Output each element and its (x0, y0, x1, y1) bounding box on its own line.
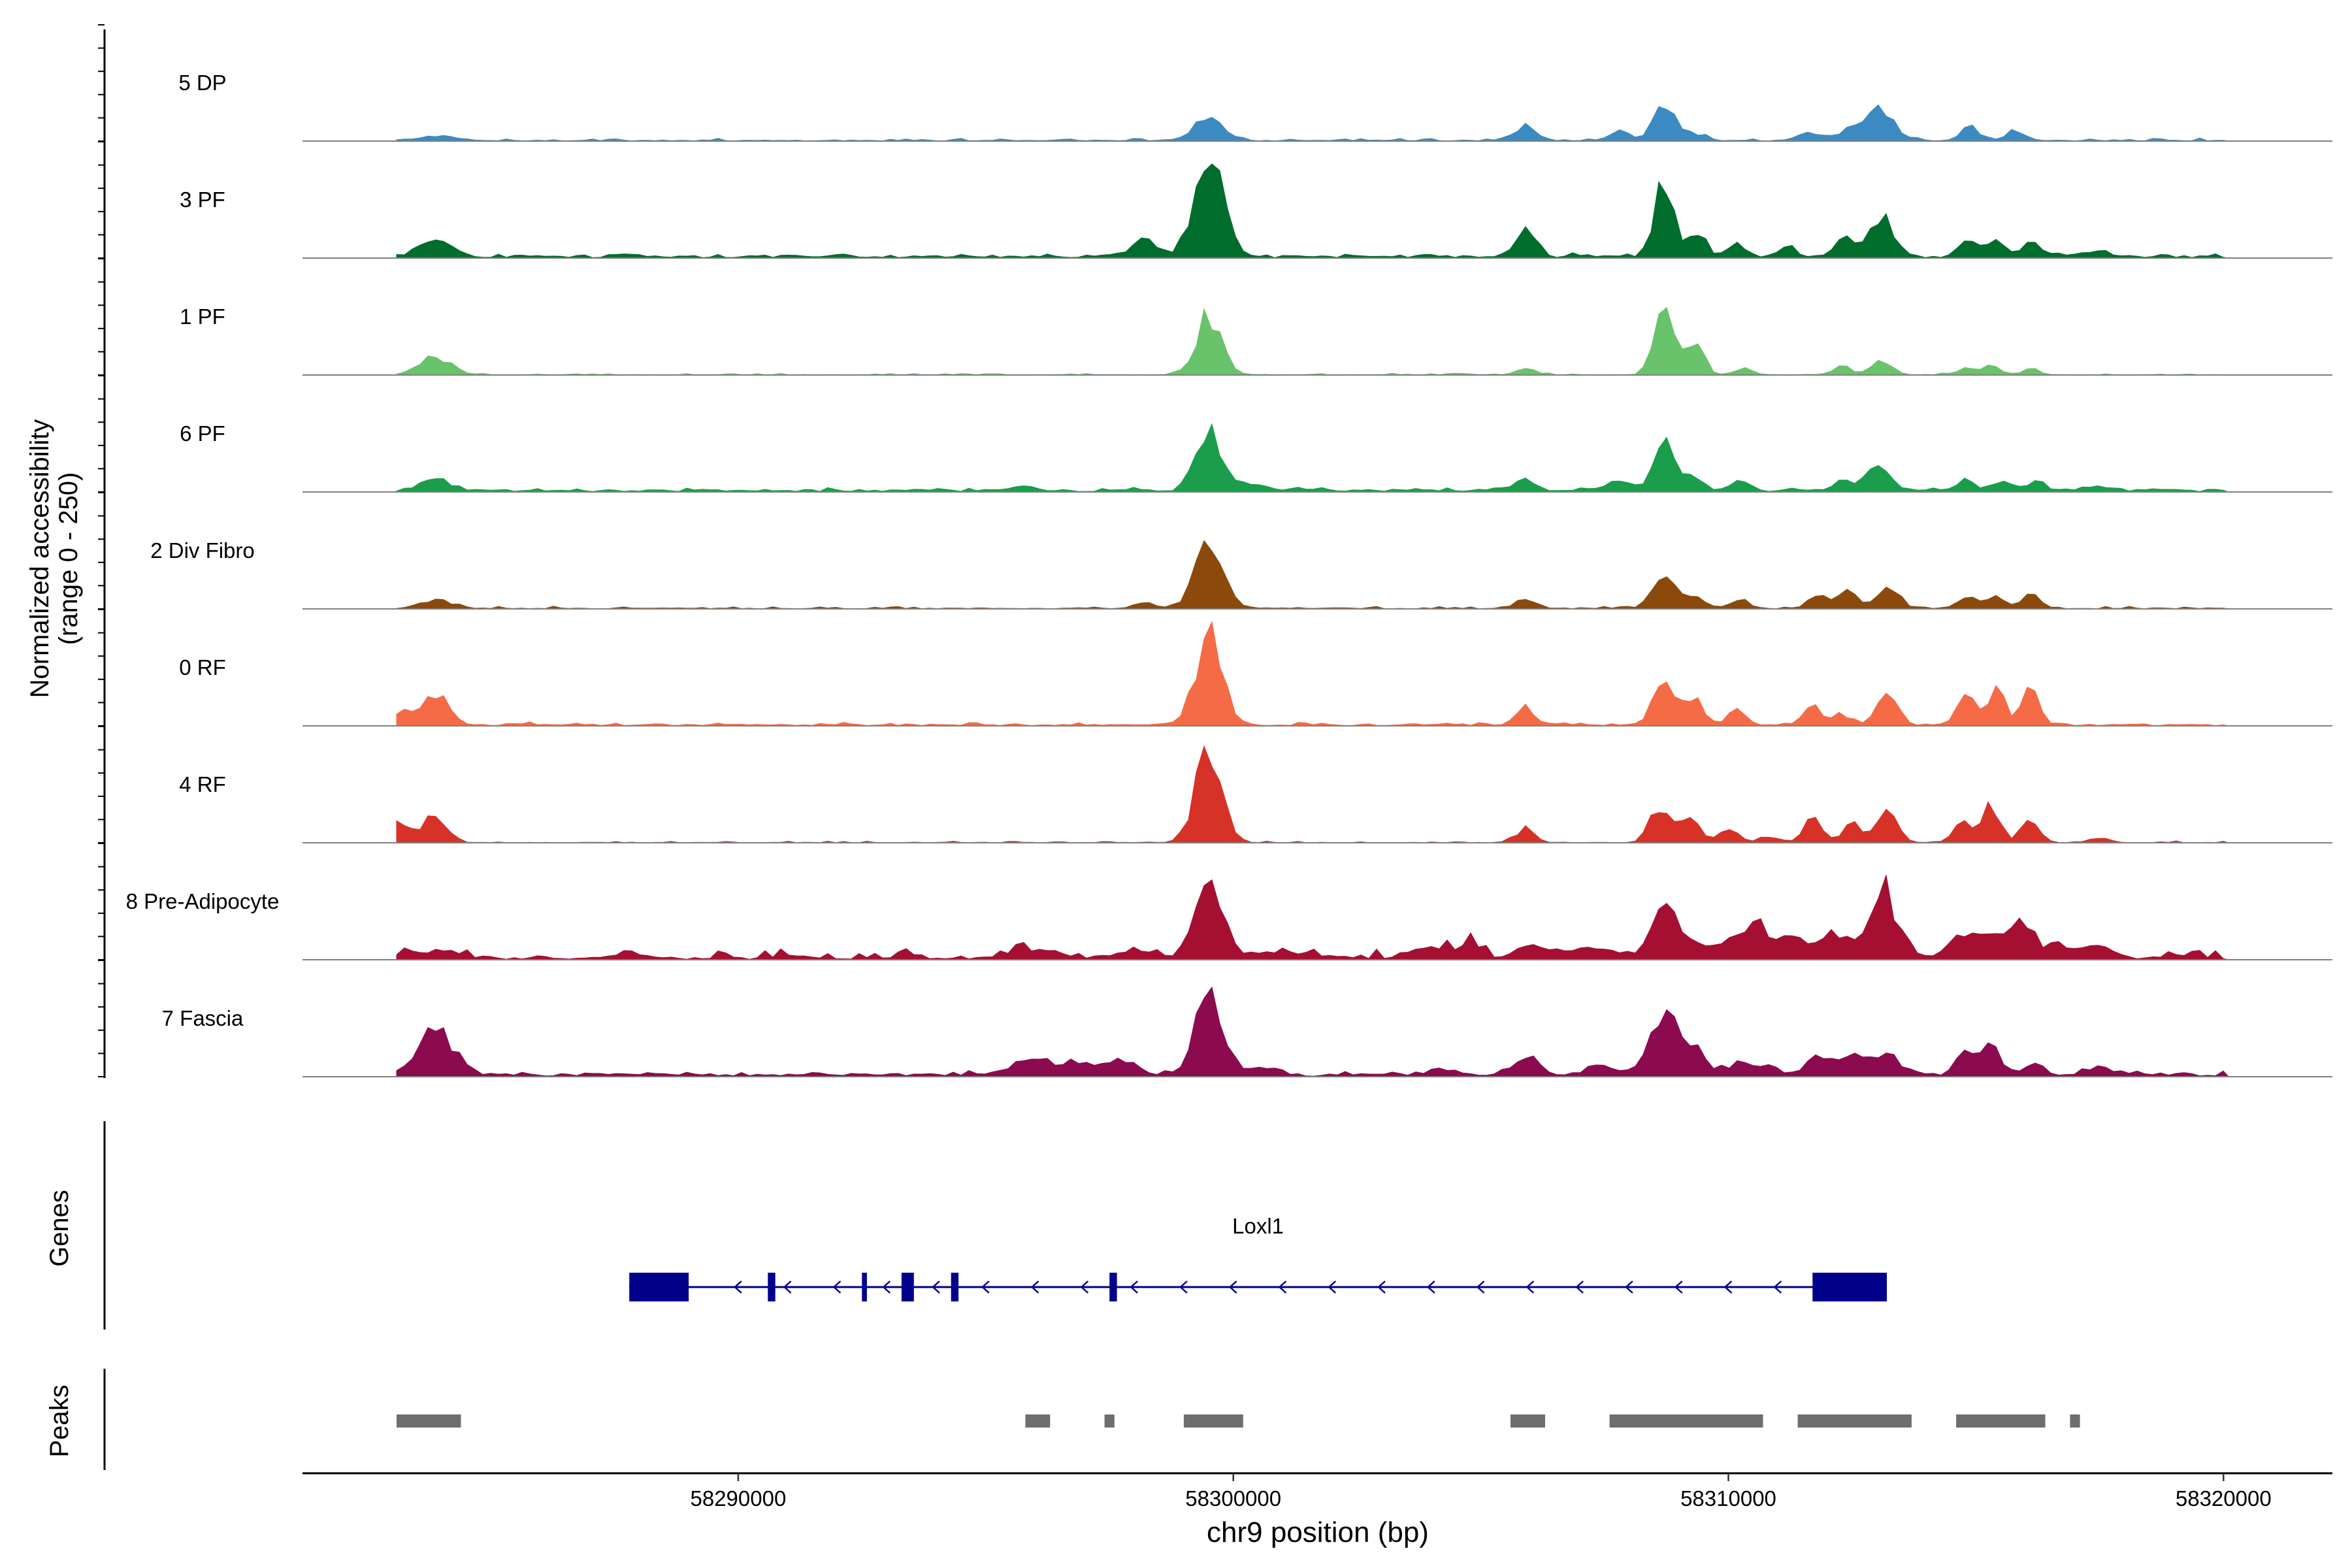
strand-chevron (832, 1281, 841, 1294)
genes-panel-label: Genes (45, 1190, 74, 1267)
track-label: 2 Div Fibro (150, 538, 255, 563)
peaks-panel-label: Peaks (45, 1384, 74, 1457)
track-label: 1 PF (180, 304, 225, 329)
gene-exon-utr (629, 1273, 689, 1301)
gene-exon (901, 1273, 914, 1301)
coverage-area (396, 875, 2229, 960)
strand-chevron (1130, 1281, 1138, 1294)
strand-chevron (1625, 1281, 1633, 1294)
gene-exon (1109, 1273, 1117, 1301)
track-label: 4 RF (179, 772, 226, 796)
strand-chevron (734, 1281, 742, 1294)
gene-exon-utr (1812, 1273, 1887, 1301)
x-axis-title: chr9 position (bp) (1207, 1516, 1429, 1548)
peak-region (1956, 1414, 2046, 1428)
peak-region (1797, 1414, 1912, 1428)
x-tick-label: 58320000 (2176, 1486, 2272, 1511)
peak-region (2070, 1414, 2080, 1428)
track-5-dp: 5 DP (178, 71, 2332, 142)
track-0-rf: 0 RF (179, 621, 2332, 727)
strand-chevron (1426, 1281, 1435, 1294)
peak-region (1025, 1414, 1051, 1428)
track-2-div-fibro: 2 Div Fibro (150, 538, 2332, 610)
peak-region (1511, 1414, 1545, 1428)
left-axis-group (98, 24, 106, 1078)
track-3-pf: 3 PF (180, 163, 2332, 259)
coverage-area (396, 163, 2229, 259)
track-label: 5 DP (178, 71, 226, 95)
strand-chevron (1278, 1281, 1287, 1294)
peak-region (1183, 1414, 1243, 1428)
strand-chevron (1328, 1281, 1337, 1294)
peak-region (397, 1414, 461, 1428)
coverage-area (396, 745, 2229, 843)
track-1-pf: 1 PF (180, 304, 2332, 376)
strand-chevron (1773, 1281, 1782, 1294)
y-axis-title-line2: (range 0 - 250) (54, 472, 83, 645)
coverage-tracks: 5 DP 3 PF 1 PF 6 PF 2 Div Fibro 0 RF 4 RF 8 Pre… (126, 71, 2332, 1077)
track-label: 0 RF (179, 655, 226, 679)
track-8-pre-adipocyte: 8 Pre-Adipocyte (126, 875, 2332, 960)
y-axis-title-line1: Normalized accessibility (25, 419, 54, 698)
peaks-track (103, 1369, 2080, 1470)
track-label: 3 PF (180, 188, 225, 212)
strand-chevron (783, 1281, 792, 1294)
coverage-area (396, 986, 2230, 1077)
strand-chevron (1723, 1281, 1733, 1294)
strand-chevron (1179, 1281, 1188, 1294)
track-label: 7 Fascia (162, 1006, 244, 1030)
coverage-area (396, 540, 2229, 610)
gene-exon (951, 1273, 959, 1301)
track-label: 6 PF (180, 421, 225, 446)
peak-region (1104, 1414, 1115, 1428)
x-tick-label: 58300000 (1185, 1486, 1281, 1511)
coverage-area (396, 306, 2229, 376)
strand-chevron (1526, 1281, 1535, 1294)
coverage-area (396, 423, 2229, 493)
track-4-rf: 4 RF (179, 745, 2332, 843)
gene-exon (862, 1273, 867, 1301)
gene-name-label: Loxl1 (1232, 1214, 1284, 1238)
strand-chevron (1080, 1281, 1089, 1294)
track-label: 8 Pre-Adipocyte (126, 889, 280, 913)
gene-annotation-track: Loxl1 (103, 1121, 1887, 1330)
coverage-area (396, 621, 2229, 727)
strand-chevron (1476, 1281, 1485, 1294)
x-tick-label: 58290000 (690, 1486, 786, 1511)
strand-chevron (1228, 1281, 1237, 1294)
peak-region (1609, 1414, 1763, 1428)
track-7-fascia: 7 Fascia (162, 986, 2332, 1077)
strand-chevron (1674, 1281, 1683, 1294)
strand-chevron (1575, 1281, 1584, 1294)
strand-chevron (1030, 1281, 1039, 1294)
track-6-pf: 6 PF (180, 421, 2332, 493)
x-axis: 58290000 58300000 58310000 58320000 (302, 1472, 2332, 1511)
gene-exon (768, 1273, 776, 1301)
strand-chevron (932, 1281, 940, 1294)
strand-chevron (981, 1281, 990, 1294)
coverage-area (396, 104, 2229, 142)
strand-chevron (1377, 1281, 1386, 1294)
x-tick-label: 58310000 (1680, 1486, 1776, 1511)
strand-chevron (882, 1281, 891, 1294)
